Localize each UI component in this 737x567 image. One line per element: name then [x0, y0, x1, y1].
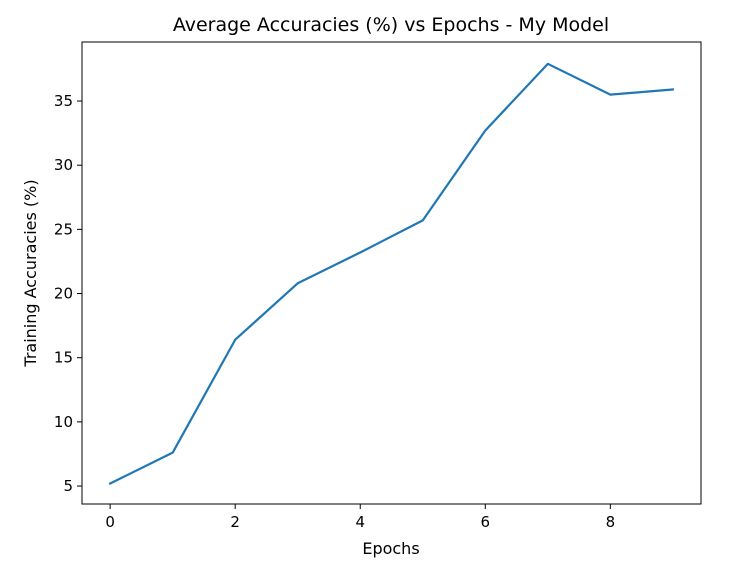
y-tick-label-5: 5 [63, 477, 73, 495]
x-tick-label-4: 4 [355, 513, 365, 531]
plot-area: 0 2 4 6 8 5 10 15 20 25 30 35 [54, 41, 702, 531]
x-axis-label: Epochs [362, 539, 419, 558]
chart-title: Average Accuracies (%) vs Epochs - My Mo… [173, 14, 609, 36]
y-tick-label-15: 15 [54, 349, 73, 367]
y-tick-label-20: 20 [54, 285, 73, 303]
y-tick-label-30: 30 [54, 156, 73, 174]
x-tick-label-8: 8 [606, 513, 616, 531]
y-tick-label-25: 25 [54, 220, 73, 238]
x-tick-label-2: 2 [230, 513, 240, 531]
series-line-0 [108, 62, 675, 485]
y-tick-label-10: 10 [54, 413, 73, 431]
y-tick-label-35: 35 [54, 92, 73, 110]
y-axis-label: Training Accuracies (%) [21, 179, 40, 367]
x-tick-label-0: 0 [105, 513, 115, 531]
plot-frame [81, 41, 702, 505]
x-tick-label-6: 6 [481, 513, 491, 531]
